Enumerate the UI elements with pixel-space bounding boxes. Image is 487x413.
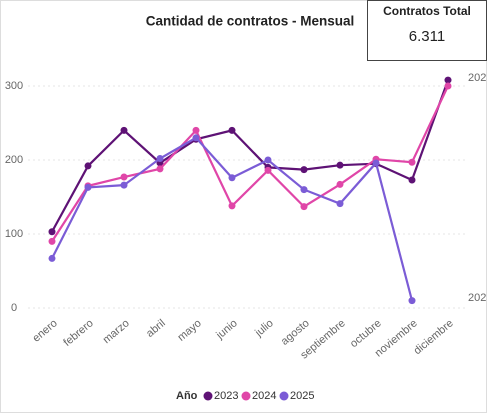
kpi-card (367, 0, 487, 61)
point (336, 161, 344, 169)
point (192, 134, 200, 142)
point (300, 166, 308, 174)
point (120, 126, 128, 134)
point (336, 200, 344, 208)
y-tick-label: 300 (5, 80, 23, 92)
chart-title: Cantidad de contratos - Mensual (146, 14, 355, 29)
point (84, 162, 92, 170)
point (48, 254, 56, 262)
point (408, 297, 416, 305)
point (48, 237, 56, 245)
point (228, 126, 236, 134)
end-label: 2023 (468, 72, 487, 84)
point (408, 158, 416, 166)
legend-swatch (203, 391, 213, 401)
legend-label: 2025 (290, 390, 314, 402)
series-line (51, 79, 450, 233)
legend-label: 2024 (252, 390, 276, 402)
point (444, 82, 452, 90)
point (156, 155, 164, 163)
kpi-value: 6.311 (409, 28, 445, 45)
legend-title: Año (176, 390, 198, 402)
point (84, 183, 92, 191)
point (336, 180, 344, 188)
point (120, 181, 128, 189)
point (300, 186, 308, 194)
legend-swatch (279, 391, 289, 401)
point (156, 165, 164, 173)
legend-label: 2023 (214, 390, 238, 402)
point (264, 166, 272, 174)
point (444, 76, 452, 84)
y-tick-label: 0 (11, 302, 17, 314)
point (264, 156, 272, 164)
point (192, 126, 200, 134)
y-tick-label: 100 (5, 228, 23, 240)
point (408, 176, 416, 184)
point (120, 173, 128, 181)
point (300, 203, 308, 211)
series-line (51, 85, 449, 242)
point (48, 228, 56, 236)
legend-swatch (241, 391, 251, 401)
point (372, 159, 380, 167)
point (228, 174, 236, 182)
kpi-label: Contratos Total (383, 4, 471, 18)
point (228, 202, 236, 210)
y-tick-label: 200 (5, 154, 23, 166)
end-label: 2025 (468, 292, 487, 304)
